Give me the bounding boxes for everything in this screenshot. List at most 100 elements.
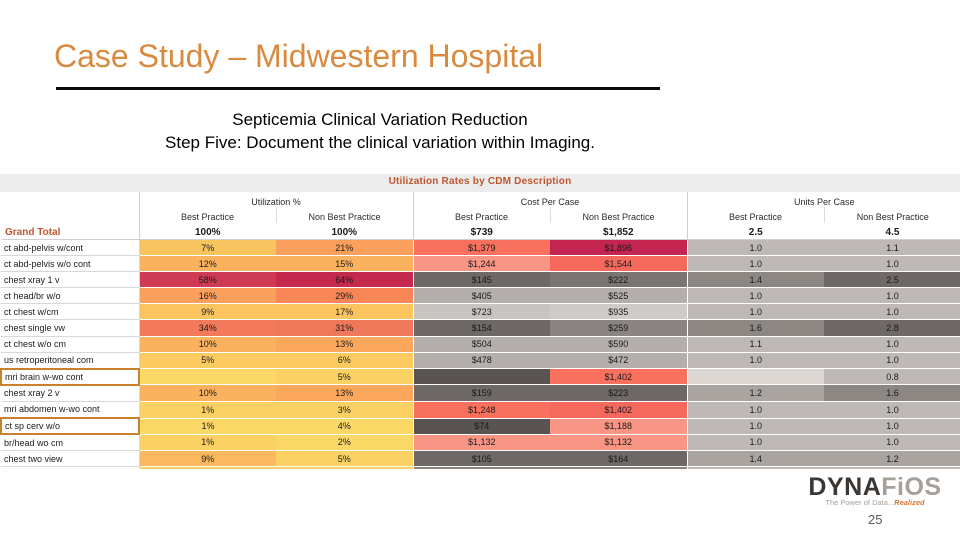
cell-util-nonbest: 13% <box>276 336 413 353</box>
table-row: chest xray 2 v 10% 13% $159 $223 1.2 1.6 <box>1 384 960 402</box>
cell-units-best: 1.6 <box>686 319 824 337</box>
cell-units-best: 1.0 <box>686 401 824 419</box>
cell-util-best: 10% <box>138 336 276 353</box>
logo-wordmark: DYNAFiOS <box>805 474 945 500</box>
table-row: mri abdomen w-wo cont 1% 3% $1,248 $1,402 1.0… <box>1 401 960 419</box>
table-row: us abd complete2%5%$808$8091.01.0 <box>1 466 960 469</box>
row-label: ct abd-pelvis w/o cont <box>1 255 140 273</box>
table-row: ct chest w/o cm 10% 13% $504 $590 1.1 1.0 <box>1 336 960 353</box>
row-label: us abd complete <box>1 466 140 469</box>
page-title: Case Study – Midwestern Hospital <box>54 38 544 74</box>
cell-units-best: 1.1 <box>686 336 824 353</box>
subheader-cost-best: Best Practice <box>412 207 550 223</box>
cell-units-best: 1.0 <box>686 434 824 452</box>
utilization-table: Utilization % Cost Per Case Units Per Ca… <box>0 192 960 469</box>
cell-util-best: 1% <box>138 401 276 419</box>
cell-cost-best <box>412 368 550 386</box>
group-header-utilization: Utilization % <box>138 192 413 207</box>
cell-util-nonbest: 31% <box>276 319 413 337</box>
cell-cost-best: $808 <box>412 466 550 469</box>
cell-util-nonbest: 13% <box>276 384 413 402</box>
cell-cost-nonbest: $259 <box>550 319 687 337</box>
cell-cost-best: $405 <box>412 287 550 305</box>
grand-total-cost-best: $739 <box>412 223 550 240</box>
cell-cost-nonbest: $223 <box>550 384 687 402</box>
cell-util-best: 16% <box>138 287 276 305</box>
cell-units-nonbest: 1.0 <box>824 434 960 452</box>
table-row: ct abd-pelvis w/o cont 12% 15% $1,244 $1,544… <box>1 255 960 273</box>
cell-cost-nonbest: $1,188 <box>550 418 687 435</box>
cell-cost-nonbest: $1,896 <box>550 239 687 257</box>
cell-units-nonbest: 1.0 <box>824 336 960 353</box>
cell-units-nonbest: 1.0 <box>824 255 960 273</box>
page-number: 25 <box>868 512 883 527</box>
cell-cost-nonbest: $1,402 <box>550 368 687 386</box>
cell-units-nonbest: 1.0 <box>824 287 960 305</box>
cell-cost-nonbest: $222 <box>550 271 687 289</box>
cell-util-best: 9% <box>138 450 276 468</box>
cell-util-best: 58% <box>138 271 276 289</box>
table-row: chest single vw 34% 31% $154 $259 1.6 2.8 <box>1 319 960 337</box>
cell-cost-nonbest: $1,544 <box>550 255 687 273</box>
cell-util-best: 5% <box>138 352 276 370</box>
cell-util-best: 1% <box>138 418 276 435</box>
cell-cost-best: $723 <box>412 303 550 321</box>
cell-units-best: 1.0 <box>686 287 824 305</box>
cell-util-best: 7% <box>138 239 276 257</box>
logo-tagline-plain: The Power of Data... <box>825 498 895 507</box>
cell-units-best: 1.0 <box>686 239 824 257</box>
cell-cost-best: $478 <box>412 352 550 370</box>
group-header-cost-per-case: Cost Per Case <box>412 192 687 207</box>
cell-util-nonbest: 6% <box>276 352 413 370</box>
cell-cost-nonbest: $472 <box>550 352 687 370</box>
cell-util-nonbest: 5% <box>276 450 413 468</box>
grand-total-units-nonbest: 4.5 <box>824 223 960 240</box>
table-row: ct abd-pelvis w/cont 7% 21% $1,379 $1,896 1.0… <box>1 239 960 257</box>
cell-cost-best: $1,132 <box>412 434 550 452</box>
cell-cost-nonbest: $935 <box>550 303 687 321</box>
cell-units-nonbest: 1.2 <box>824 450 960 468</box>
subheader-units-nonbest: Non Best Practice <box>823 207 960 223</box>
logo-part-light: FiOS <box>881 473 942 501</box>
table-row: chest xray 1 v 58% 64% $145 $222 1.4 2.5 <box>1 271 960 289</box>
cell-cost-best: $105 <box>412 450 550 468</box>
cell-cost-nonbest: $1,402 <box>550 401 687 419</box>
cell-cost-best: $74 <box>412 418 550 435</box>
cell-units-best: 1.0 <box>686 418 824 435</box>
report-title-bar: Utilization Rates by CDM Description <box>0 174 960 192</box>
cell-units-nonbest: 1.0 <box>824 466 960 469</box>
row-label: ct abd-pelvis w/cont <box>1 239 140 257</box>
table-row: ct sp cerv w/o 1% 4% $74 $1,188 1.0 1.0 <box>0 417 960 436</box>
cell-util-best: 12% <box>138 255 276 273</box>
cell-cost-nonbest: $809 <box>550 466 687 469</box>
cell-util-nonbest: 15% <box>276 255 413 273</box>
cell-units-nonbest: 0.8 <box>824 368 960 386</box>
cell-units-nonbest: 1.0 <box>824 418 960 435</box>
grand-total-cost-nonbest: $1,852 <box>550 223 687 240</box>
cell-util-nonbest: 3% <box>276 401 413 419</box>
row-label: br/head wo cm <box>1 434 140 452</box>
cell-util-best <box>138 368 276 386</box>
cell-util-best: 2% <box>138 466 276 469</box>
cell-cost-best: $154 <box>412 319 550 337</box>
cell-units-best: 1.0 <box>686 255 824 273</box>
logo-tagline-accent: Realized <box>894 498 925 507</box>
cell-util-best: 9% <box>138 303 276 321</box>
cell-cost-best: $145 <box>412 271 550 289</box>
cell-cost-best: $159 <box>412 384 550 402</box>
cell-util-nonbest: 64% <box>276 271 413 289</box>
cell-units-nonbest: 1.1 <box>824 239 960 257</box>
row-label: us retroperitoneal com <box>1 352 140 370</box>
cell-cost-nonbest: $525 <box>550 287 687 305</box>
title-divider <box>56 87 660 90</box>
subheader-units-best: Best Practice <box>686 207 824 223</box>
subheader-cost-nonbest: Non Best Practice <box>549 207 687 223</box>
dynafios-logo: DYNAFiOS The Power of Data...Realized <box>805 474 945 507</box>
cell-util-nonbest: 17% <box>276 303 413 321</box>
subheader-util-nonbest: Non Best Practice <box>275 207 413 223</box>
cell-util-nonbest: 5% <box>276 466 413 469</box>
grand-total-row: Grand Total 100% 100% $739 $1,852 2.5 4.… <box>1 223 960 240</box>
cell-units-best <box>686 368 824 386</box>
cell-units-best: 1.4 <box>686 450 824 468</box>
row-label: chest two view <box>1 450 140 468</box>
